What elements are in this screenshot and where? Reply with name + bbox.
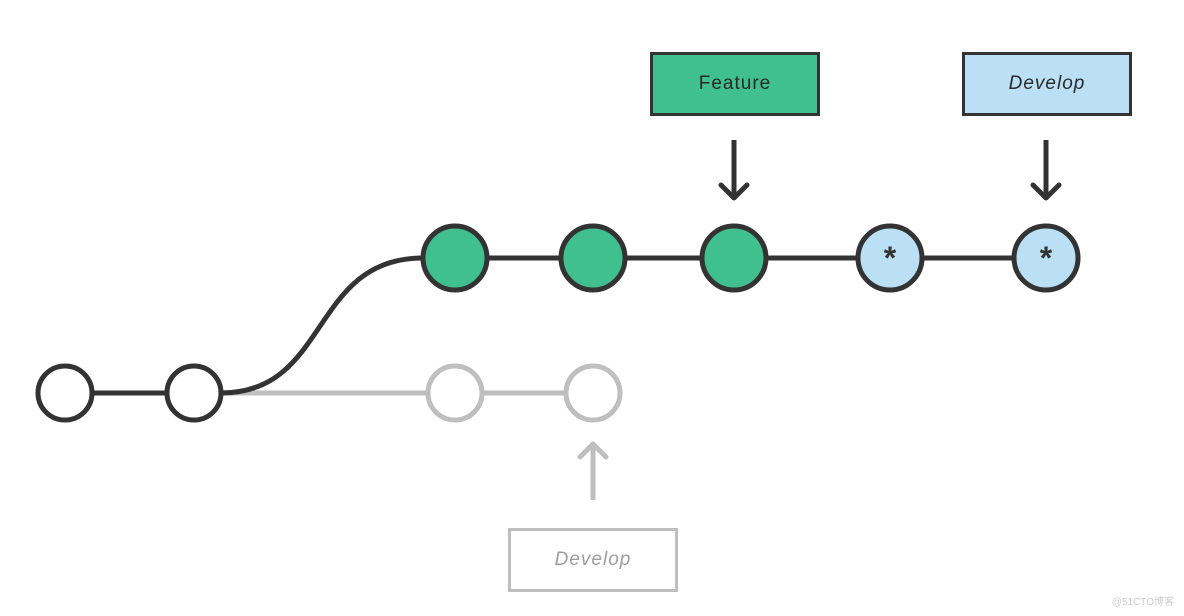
commit-node [167, 366, 221, 420]
commit-node [561, 226, 625, 290]
arrow-feature_down [721, 140, 747, 198]
branch-label-feature: Feature [650, 52, 820, 116]
branch-label-develop_bottom: Develop [508, 528, 678, 592]
commit-node [423, 226, 487, 290]
commit-node [702, 226, 766, 290]
commit-node [428, 366, 482, 420]
branch-curve [221, 258, 423, 393]
branch-label-text: Develop [555, 549, 632, 571]
watermark-text: @51CTO博客 [1112, 593, 1174, 608]
asterisk-icon: * [1040, 240, 1053, 276]
commit-node [566, 366, 620, 420]
asterisk-icon: * [884, 240, 897, 276]
branch-label-text: Develop [1009, 73, 1086, 95]
branch-label-develop_top: Develop [962, 52, 1132, 116]
arrow-develop_down [1033, 140, 1059, 198]
git-rebase-diagram: * * Feature Develop Develop @51CTO博客 [0, 0, 1184, 616]
arrow-develop_up [580, 444, 606, 500]
branch-label-text: Feature [699, 73, 771, 95]
commit-node [38, 366, 92, 420]
